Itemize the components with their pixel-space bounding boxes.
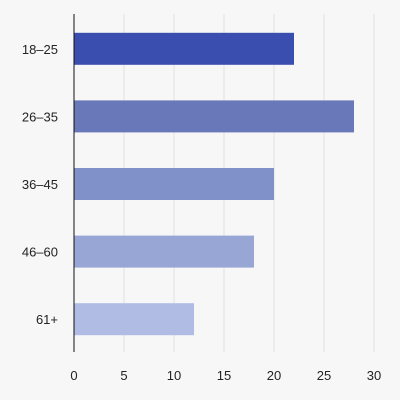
x-tick-label: 5 [120,368,127,383]
category-label: 46–60 [22,245,58,260]
bar-46–60 [74,235,254,268]
x-tick-label: 0 [70,368,77,383]
category-label: 18–25 [22,42,58,57]
bar-26–35 [74,100,354,133]
bar-36–45 [74,168,274,200]
x-tick-label: 25 [317,368,331,383]
category-labels: 18–25 26–35 36–45 46–60 61+ [22,42,58,327]
bar-18–25 [74,32,294,65]
category-label: 36–45 [22,177,58,192]
category-label: 26–35 [22,109,58,124]
bar-61+ [74,303,194,336]
bars [74,32,354,336]
x-tick-label: 15 [217,368,231,383]
category-label: 61+ [36,312,58,327]
x-tick-labels: 0 5 10 15 20 25 30 [70,368,381,383]
x-tick-label: 10 [167,368,181,383]
x-tick-label: 30 [367,368,381,383]
x-tick-label: 20 [267,368,281,383]
